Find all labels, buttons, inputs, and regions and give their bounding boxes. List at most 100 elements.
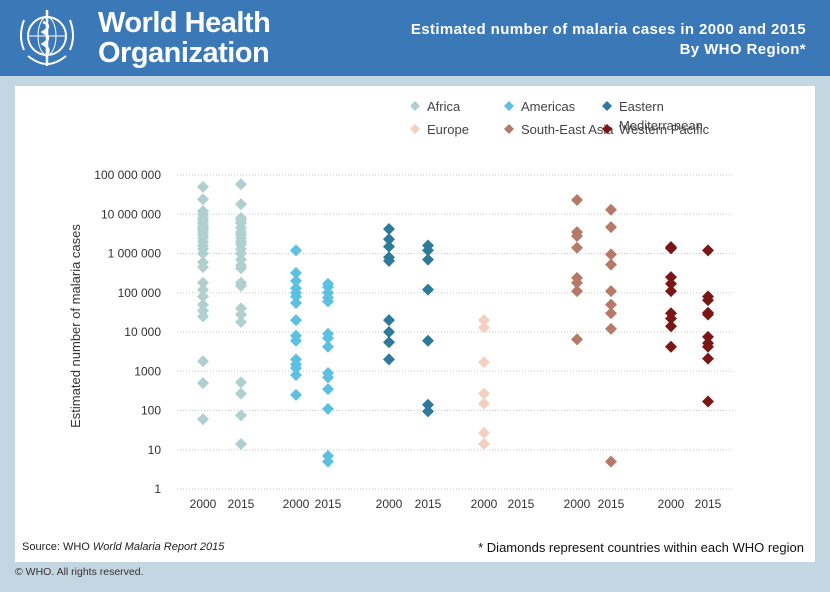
diamond-marker <box>478 314 490 327</box>
diamond-marker <box>235 308 247 321</box>
diamond-marker <box>422 334 434 347</box>
diamond-marker <box>383 223 395 236</box>
diamond-marker <box>605 258 617 271</box>
legend-label: Eastern <box>619 99 664 114</box>
diamond-marker <box>702 340 714 353</box>
diamond-marker <box>571 229 583 242</box>
diamond-marker <box>235 247 247 260</box>
chart-svg: 1 10 100 1000 10 000 100 000 1 000 000 10 000 0… <box>68 99 735 511</box>
x-tick-label: 2000 <box>471 497 498 511</box>
diamond-marker <box>322 371 334 384</box>
diamond-marker <box>605 248 617 261</box>
diamond-marker <box>665 285 677 298</box>
x-tick-label: 2000 <box>376 497 403 511</box>
diamond-marker <box>322 383 334 396</box>
diamond-marker <box>605 203 617 216</box>
legend-label: Africa <box>427 99 461 114</box>
diamond-marker <box>605 298 617 311</box>
footnote: * Diamonds represent countries within ea… <box>478 540 804 555</box>
diamond-marker <box>235 376 247 389</box>
diamond-marker <box>290 290 302 303</box>
legend-label: Mediterranean <box>619 118 703 133</box>
legend-label: Western Pacific <box>619 122 710 137</box>
source-note: Source: WHO World Malaria Report 2015 <box>22 541 224 553</box>
diamond-marker <box>290 388 302 401</box>
x-tick-label: 2015 <box>508 497 535 511</box>
diamond-marker <box>422 283 434 296</box>
y-tick-label: 10 <box>148 443 162 457</box>
chart-title-line1: Estimated number of malaria cases in 200… <box>410 21 806 38</box>
org-name-line2: Organization <box>98 37 270 69</box>
diamond-marker <box>478 397 490 410</box>
diamond-marker <box>197 261 209 274</box>
diamond-marker <box>235 315 247 328</box>
y-tick-label: 100 000 <box>118 286 162 300</box>
diamond-marker <box>322 332 334 345</box>
diamond-marker <box>235 262 247 275</box>
diamond-marker <box>605 322 617 335</box>
org-name: World Health Organization <box>98 8 271 69</box>
diamond-marker <box>702 330 714 343</box>
diamond-marker <box>290 334 302 347</box>
diamond-marker <box>383 240 395 253</box>
diamond-marker <box>290 369 302 382</box>
diamond-marker <box>197 283 209 296</box>
diamond-marker <box>235 409 247 422</box>
legend-label: South-East Asia <box>521 122 614 137</box>
x-tick-label: 2000 <box>658 497 685 511</box>
diamond-marker <box>290 362 302 375</box>
diamond-marker <box>702 308 714 321</box>
source-prefix: Source: WHO <box>22 541 93 553</box>
source-report: World Malaria Report 2015 <box>92 541 225 553</box>
legend-marker <box>602 101 612 111</box>
x-tick-label: 2015 <box>415 497 442 511</box>
y-axis-label: Estimated number of malaria cases <box>68 224 83 428</box>
diamond-marker <box>605 307 617 320</box>
who-emblem-icon <box>20 10 74 66</box>
diamond-marker <box>665 340 677 353</box>
diamond-marker <box>383 326 395 338</box>
diamond-marker <box>197 193 209 206</box>
diamond-marker <box>702 244 714 257</box>
y-tick-label: 100 <box>141 404 161 418</box>
diamond-marker <box>383 336 395 349</box>
diamond-marker <box>290 314 302 327</box>
diamond-marker <box>702 352 714 365</box>
diamond-marker <box>235 302 247 315</box>
diamond-marker <box>322 455 334 468</box>
diamond-marker <box>605 221 617 234</box>
diamond-marker <box>422 253 434 266</box>
data-points <box>197 178 714 468</box>
diamond-marker <box>665 312 677 325</box>
diamond-marker <box>322 340 334 353</box>
diamond-marker <box>605 285 617 298</box>
diamond-marker <box>197 355 209 368</box>
y-tick-label: 1 000 000 <box>108 247 162 261</box>
diamond-marker <box>571 194 583 207</box>
x-tick-label: 2015 <box>315 497 342 511</box>
diamond-marker <box>235 387 247 400</box>
diamond-marker <box>383 353 395 366</box>
diamond-marker <box>197 276 209 289</box>
diamond-marker <box>665 271 677 284</box>
diamond-marker <box>478 387 490 400</box>
diamond-marker <box>571 333 583 346</box>
diamond-marker <box>197 180 209 193</box>
diamond-marker <box>197 290 209 303</box>
diamond-marker <box>290 296 302 309</box>
header-bar: World Health Organization Estimated numb… <box>0 0 830 76</box>
diamond-marker <box>478 438 490 451</box>
x-tick-labels: 2000 2015 2000 2015 2000 2015 2000 2015 2000 2015… <box>190 497 722 511</box>
diamond-marker <box>571 241 583 254</box>
y-tick-label: 100 000 000 <box>94 168 161 182</box>
diamond-marker <box>235 178 247 191</box>
legend-marker <box>410 124 420 134</box>
legend-marker <box>504 124 514 134</box>
x-tick-label: 2000 <box>283 497 310 511</box>
diamond-marker <box>383 233 395 246</box>
diamond-marker <box>383 314 395 327</box>
legend-label: Europe <box>427 122 469 137</box>
diamond-marker <box>235 438 247 451</box>
x-tick-label: 2000 <box>564 497 591 511</box>
x-tick-label: 2015 <box>695 497 722 511</box>
